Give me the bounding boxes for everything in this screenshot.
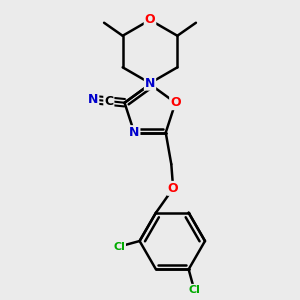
Text: O: O <box>170 96 181 109</box>
Text: N: N <box>88 93 98 106</box>
Text: C: C <box>104 95 113 108</box>
Text: O: O <box>145 14 155 26</box>
Text: O: O <box>168 182 178 195</box>
Text: Cl: Cl <box>188 285 200 295</box>
Text: N: N <box>145 76 155 90</box>
Text: Cl: Cl <box>113 242 125 252</box>
Text: N: N <box>129 126 140 139</box>
